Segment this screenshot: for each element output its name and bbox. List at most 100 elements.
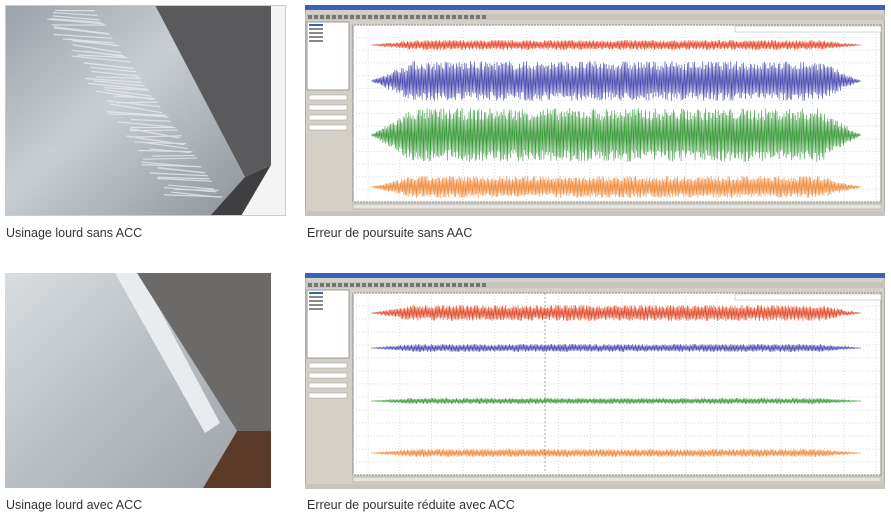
toolbar-icon	[434, 283, 438, 287]
toolbar-icon	[308, 15, 312, 19]
toolbar-icon	[476, 283, 480, 287]
toolbar-icon	[458, 283, 462, 287]
toolbar-icon	[428, 15, 432, 19]
tool-mark	[128, 113, 169, 118]
list-item	[309, 296, 323, 298]
toolbar-icon	[380, 283, 384, 287]
toolbar-icon	[368, 283, 372, 287]
list-item	[309, 308, 323, 310]
tool-mark	[143, 141, 189, 150]
side-field	[308, 362, 348, 369]
title-bar	[305, 5, 885, 10]
tool-mark	[72, 40, 119, 47]
tool-mark	[47, 18, 104, 25]
side-field	[308, 392, 348, 399]
tool-mark	[114, 95, 156, 100]
tool-mark	[53, 27, 111, 35]
toolbar-icon	[386, 15, 390, 19]
toolbar-icon	[398, 15, 402, 19]
list-item	[309, 24, 323, 26]
tool-mark	[143, 157, 197, 160]
toolbar-icon	[326, 283, 330, 287]
toolbar-icon	[404, 15, 408, 19]
toolbar-icon	[338, 15, 342, 19]
toolbar-icon	[332, 283, 336, 287]
tool-mark	[142, 164, 202, 168]
toolbar-icon	[320, 15, 324, 19]
toolbar-icon	[344, 15, 348, 19]
toolbar-icon	[404, 283, 408, 287]
toolbar-icon	[356, 283, 360, 287]
toolbar-icon	[422, 283, 426, 287]
tool-mark	[83, 62, 135, 70]
toolbar-icon	[344, 283, 348, 287]
list-item	[309, 28, 323, 30]
tool-mark	[118, 121, 174, 128]
tool-mark	[157, 177, 213, 182]
h-scrollbar	[352, 476, 882, 483]
toolbar-icon	[416, 15, 420, 19]
list-item	[309, 32, 323, 34]
tool-mark	[53, 33, 113, 39]
toolbar-icon	[440, 15, 444, 19]
waveform	[370, 108, 862, 162]
toolbar-icon	[356, 15, 360, 19]
tool-mark	[104, 89, 152, 97]
tool-mark	[167, 184, 215, 190]
tool-mark	[90, 66, 137, 73]
toolbar-icon	[350, 283, 354, 287]
tool-mark	[157, 176, 210, 180]
toolbar-icon	[452, 15, 456, 19]
toolbar-icon	[416, 283, 420, 287]
toolbar-icon	[350, 15, 354, 19]
toolbar-icon	[470, 283, 474, 287]
screenshot-with-acc	[305, 273, 885, 489]
tool-mark	[94, 80, 145, 87]
legend-box	[734, 293, 882, 301]
toolbar-icon	[392, 283, 396, 287]
status-bar	[305, 484, 885, 489]
tool-mark	[163, 194, 223, 198]
tool-mark	[50, 18, 102, 23]
side-field	[308, 382, 348, 389]
title-bar	[305, 273, 885, 278]
toolbar-icon	[440, 283, 444, 287]
side-field	[308, 124, 348, 131]
toolbar-icon	[458, 15, 462, 19]
tool-mark	[71, 55, 130, 63]
waveform	[371, 397, 861, 405]
tool-mark	[72, 44, 122, 54]
toolbar-icon	[464, 15, 468, 19]
side-list	[306, 21, 350, 91]
tool-mark	[134, 141, 187, 145]
screenshot-without-aac	[305, 5, 885, 216]
toolbar-icon	[362, 15, 366, 19]
toolbar-icon	[320, 283, 324, 287]
caption: Usinage lourd sans ACC	[6, 226, 143, 240]
tool-mark	[88, 82, 148, 90]
caption: Usinage lourd avec ACC	[6, 498, 143, 512]
tool-mark	[52, 15, 100, 21]
waveform	[370, 175, 862, 199]
tool-mark	[84, 50, 126, 58]
tool-mark	[130, 118, 171, 122]
toolbar	[305, 14, 885, 20]
caption: Erreur de poursuite sans AAC	[307, 226, 473, 240]
toolbar-icon	[428, 283, 432, 287]
toolbar-icon	[392, 15, 396, 19]
side-field	[308, 104, 348, 111]
waveform	[370, 61, 862, 102]
side-field	[308, 94, 348, 101]
toolbar	[305, 282, 885, 288]
toolbar-icon	[464, 283, 468, 287]
waveform	[370, 39, 862, 51]
tool-mark	[128, 135, 182, 138]
toolbar-icon	[338, 283, 342, 287]
caption: Erreur de poursuite réduite avec ACC	[307, 498, 515, 512]
tool-mark	[95, 76, 141, 79]
photo-without-acc	[5, 5, 286, 216]
list-item	[309, 292, 323, 294]
side-field	[308, 372, 348, 379]
waveform	[371, 343, 862, 353]
